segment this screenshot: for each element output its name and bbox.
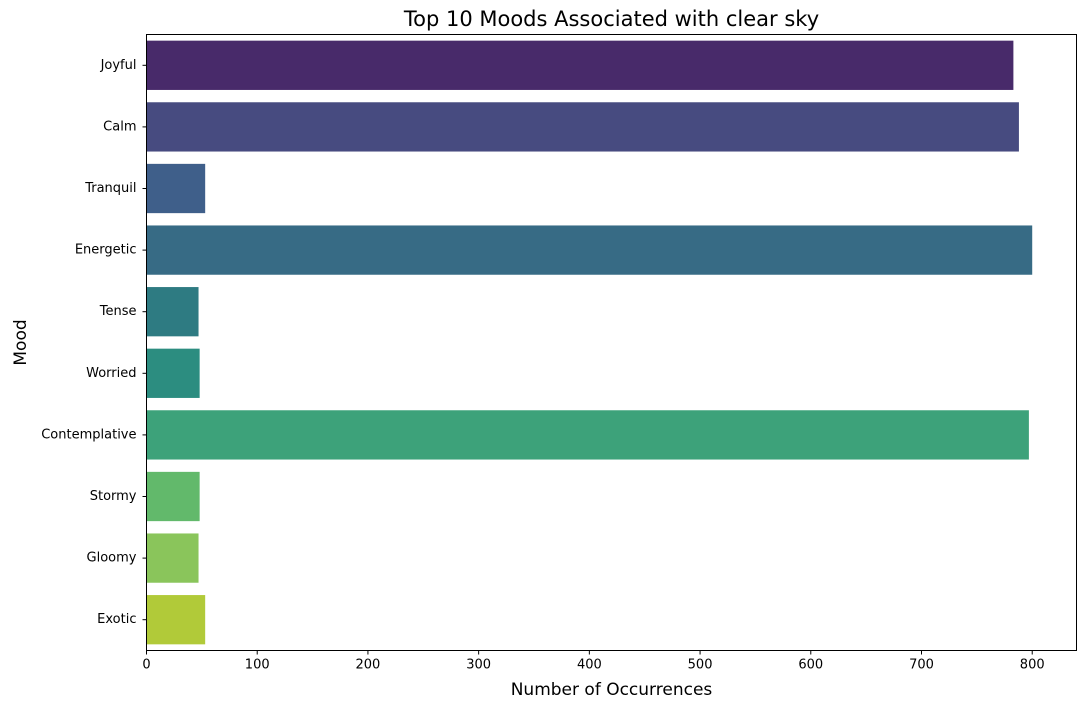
bar-calm — [146, 102, 1019, 152]
bar-contemplative — [146, 410, 1029, 460]
x-tick-label-600: 600 — [798, 658, 823, 673]
bar-tranquil — [146, 163, 206, 214]
x-tick-label-0: 0 — [142, 658, 150, 673]
x-tick-label-100: 100 — [245, 658, 270, 673]
bar-energetic — [146, 225, 1033, 275]
x-tick-label-400: 400 — [577, 658, 602, 673]
y-tick-label-stormy: Stormy — [90, 489, 137, 504]
x-tick-label-700: 700 — [909, 658, 934, 673]
bar-gloomy — [146, 533, 199, 583]
x-tick-label-800: 800 — [1020, 658, 1045, 673]
bar-stormy — [146, 471, 200, 522]
y-tick-label-gloomy: Gloomy — [87, 551, 137, 566]
y-tick-label-energetic: Energetic — [75, 243, 137, 258]
y-tick-label-worried: Worried — [86, 366, 136, 381]
bar-joyful — [146, 40, 1014, 90]
x-tick-label-300: 300 — [466, 658, 491, 673]
bars-group — [146, 40, 1033, 645]
plot-frame — [146, 34, 1077, 651]
y-tick-label-contemplative: Contemplative — [41, 427, 136, 442]
y-axis-label: Mood — [11, 319, 31, 365]
y-axis-ticks: Joyful Calm Tranquil Energetic Tense Worried C… — [41, 58, 147, 627]
x-axis-label: Number of Occurrences — [511, 680, 713, 700]
y-tick-label-calm: Calm — [103, 119, 136, 134]
y-tick-label-tense: Tense — [99, 304, 137, 319]
chart-title: Top 10 Moods Associated with clear sky — [403, 7, 819, 31]
x-axis-ticks: 0 100 200 300 400 500 600 700 800 — [142, 650, 1045, 673]
y-tick-label-joyful: Joyful — [100, 58, 137, 73]
y-tick-label-tranquil: Tranquil — [84, 181, 136, 196]
x-tick-label-500: 500 — [688, 658, 713, 673]
bar-exotic — [146, 595, 206, 645]
y-tick-label-exotic: Exotic — [97, 612, 136, 627]
bar-worried — [146, 348, 200, 398]
x-tick-label-200: 200 — [356, 658, 381, 673]
bar-tense — [146, 287, 199, 337]
